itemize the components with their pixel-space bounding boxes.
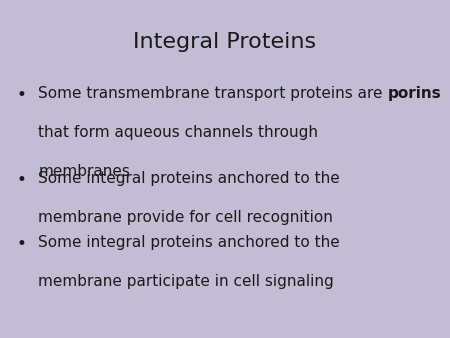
Text: •: • <box>17 235 27 253</box>
Text: membrane provide for cell recognition: membrane provide for cell recognition <box>38 210 333 224</box>
Text: Integral Proteins: Integral Proteins <box>134 32 316 52</box>
Text: that form aqueous channels through: that form aqueous channels through <box>38 125 318 140</box>
Text: Some integral proteins anchored to the: Some integral proteins anchored to the <box>38 171 340 186</box>
Text: •: • <box>17 86 27 104</box>
Text: membranes: membranes <box>38 164 130 179</box>
Text: Some integral proteins anchored to the: Some integral proteins anchored to the <box>38 235 340 250</box>
Text: porins: porins <box>387 86 441 101</box>
Text: Some transmembrane transport proteins are: Some transmembrane transport proteins ar… <box>38 86 387 101</box>
Text: •: • <box>17 171 27 189</box>
Text: membrane participate in cell signaling: membrane participate in cell signaling <box>38 274 334 289</box>
